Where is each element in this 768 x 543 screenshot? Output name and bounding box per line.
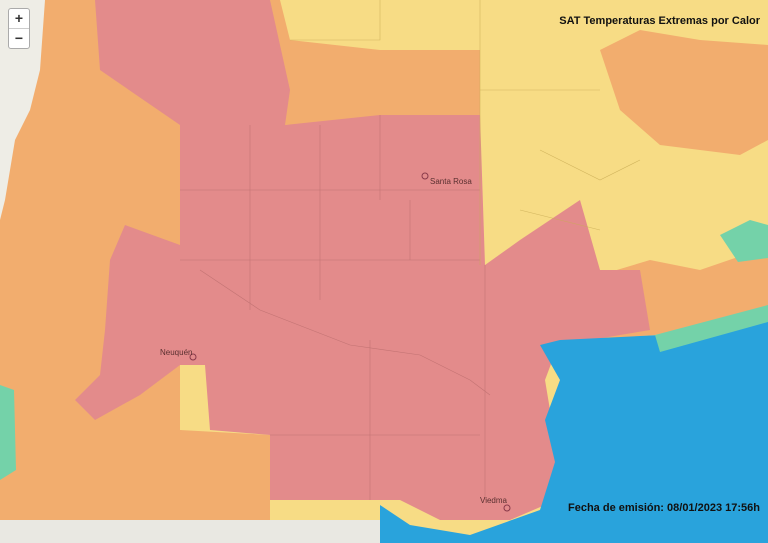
city-label: Neuquén xyxy=(160,348,192,357)
city-label: Viedma xyxy=(480,496,508,505)
neighbor-land xyxy=(0,0,45,220)
ocean xyxy=(380,310,768,543)
issue-date: Fecha de emisión: 08/01/2023 17:56h xyxy=(568,502,760,514)
boundary xyxy=(180,115,491,500)
zoom-control: + − xyxy=(8,8,30,49)
city-marker xyxy=(421,172,429,180)
orange-zone xyxy=(270,0,480,125)
green-zone xyxy=(655,305,768,352)
zoom-out[interactable]: − xyxy=(9,28,29,48)
orange-zone xyxy=(600,30,768,155)
green-zone xyxy=(720,220,768,262)
city-marker xyxy=(189,353,197,361)
boundary xyxy=(290,0,641,265)
city-marker xyxy=(503,504,511,512)
green-zone xyxy=(0,385,16,480)
map-title: SAT Temperaturas Extremas por Calor xyxy=(559,15,760,27)
zoom-in[interactable]: + xyxy=(14,10,24,26)
city-label: Santa Rosa xyxy=(430,177,472,186)
neighbor-land xyxy=(0,520,380,543)
